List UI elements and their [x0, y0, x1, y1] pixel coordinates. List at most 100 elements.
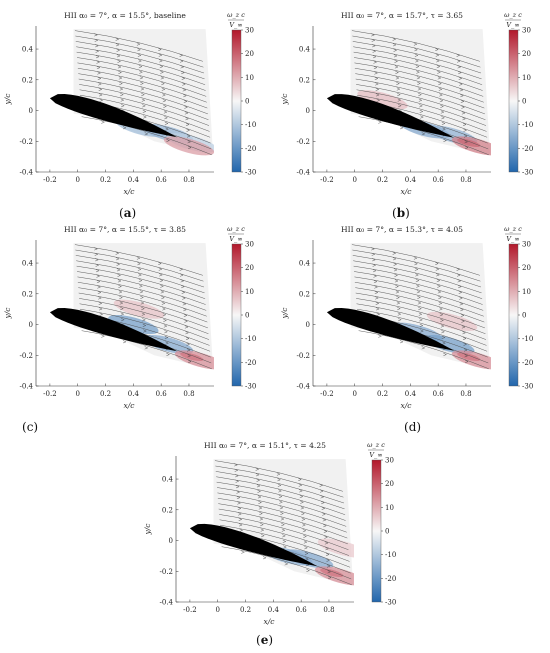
streamline-arrow [442, 127, 446, 131]
streamline-arrow [181, 76, 186, 80]
streamline-arrow [118, 70, 122, 74]
streamline-arrow [183, 313, 188, 317]
streamline-arrow [186, 128, 190, 132]
streamline [353, 46, 482, 80]
streamline-arrow [461, 111, 466, 115]
streamline-arrow [398, 318, 402, 322]
x-axis-label: x/c [124, 187, 136, 196]
x-tick-label: 0.4 [405, 176, 417, 184]
colorbar-tick-label: 20 [245, 50, 254, 58]
colorbar-tick-label: 0 [245, 98, 249, 106]
streamline-arrow [237, 501, 241, 505]
streamline-arrow [165, 127, 169, 131]
streamline-arrow [462, 117, 466, 121]
y-tick-label: -0.2 [20, 352, 34, 360]
colorbar-label-denominator: V_∞ [506, 21, 519, 29]
streamline-arrow [283, 545, 287, 549]
y-tick-label: 0 [29, 321, 33, 329]
colorbar-tick-label: -10 [245, 121, 256, 129]
streamline-arrow [378, 120, 382, 124]
chart-title: HII α₀ = 7°, α = 15.1°, τ = 4.25 [204, 441, 326, 450]
streamline-arrow [435, 53, 440, 57]
streamline [78, 292, 208, 329]
streamline-arrow [180, 273, 184, 277]
streamline-arrow [320, 495, 325, 499]
streamline-arrow [98, 296, 102, 300]
y-tick-label: 0 [169, 537, 173, 545]
streamline-arrow [140, 87, 145, 91]
plot-area [350, 29, 491, 156]
streamline-arrow [372, 258, 376, 262]
streamline-arrow [278, 495, 283, 499]
streamline-arrow [136, 256, 141, 260]
streamline-arrow [439, 307, 443, 311]
streamline-arrow [374, 285, 378, 289]
streamline-arrow [136, 42, 141, 46]
streamline [219, 524, 350, 562]
streamline-arrow [138, 59, 142, 63]
streamline [354, 282, 484, 317]
streamline [353, 51, 483, 85]
streamline-arrow [143, 329, 147, 333]
streamline-arrow [259, 512, 263, 515]
streamline-arrow [373, 280, 378, 284]
streamline-arrow [137, 262, 141, 266]
streamline-arrow [463, 134, 468, 138]
x-tick-label: 0.4 [268, 606, 280, 614]
streamline-arrow [413, 256, 418, 260]
streamline-arrow [95, 269, 100, 273]
streamline-arrow [460, 308, 464, 312]
streamline-arrow [95, 44, 99, 48]
streamline-arrow [277, 483, 282, 487]
streamline-arrow [395, 284, 399, 288]
streamline-arrow [394, 273, 398, 277]
streamline-arrow [120, 312, 125, 316]
streamline [77, 282, 207, 317]
streamline-arrow [437, 76, 442, 80]
streamline-arrow [137, 48, 141, 52]
streamline-arrow [163, 324, 168, 328]
streamline-arrow [301, 517, 306, 521]
streamline-arrow [438, 87, 443, 91]
x-axis-label: x/c [124, 401, 136, 410]
streamline [354, 62, 484, 97]
streamline [356, 308, 487, 346]
streamline-arrow [162, 313, 167, 317]
streamline-arrow [118, 284, 122, 288]
streamline [79, 303, 210, 340]
streamline-arrow [163, 110, 168, 114]
streamline-arrow [160, 284, 164, 288]
streamline-arrow [120, 98, 125, 102]
streamline-arrow [99, 307, 103, 311]
streamline-arrow [375, 301, 380, 305]
streamline-arrow [437, 290, 442, 294]
vorticity-blob [317, 538, 354, 558]
streamline-arrow [323, 529, 328, 533]
streamline-arrow [140, 295, 144, 299]
vorticity-chart-b: HII α₀ = 7°, α = 15.7°, τ = 3.65 -0.2 0 0.2… [280, 11, 533, 196]
plot-area [350, 243, 491, 370]
streamline-arrow [322, 512, 326, 516]
streamline [355, 287, 485, 323]
streamline-arrow [161, 296, 165, 300]
colorbar [231, 29, 242, 173]
streamline-arrow [321, 506, 326, 510]
colorbar-label-denominator: V_∞ [506, 235, 519, 243]
colorbar-tick-label: -10 [385, 551, 396, 559]
streamline-arrow [284, 562, 289, 566]
measurement-domain [350, 29, 490, 156]
streamline-arrow [139, 284, 143, 288]
streamline-arrow [162, 307, 166, 311]
panel-a: HII α₀ = 7°, α = 15.5°, baseline -0.2 0 0.2… [0, 0, 275, 235]
streamline [78, 287, 208, 323]
streamline-arrow [419, 323, 424, 327]
streamline-arrow [376, 98, 381, 102]
streamline [356, 298, 486, 334]
x-tick-label: 0.8 [460, 390, 471, 398]
streamline-arrow [418, 93, 422, 97]
streamline-arrow [166, 138, 170, 142]
streamline-arrow [396, 87, 401, 91]
streamline [78, 78, 208, 115]
streamline-arrow [183, 308, 187, 312]
streamline-arrow [320, 489, 324, 493]
